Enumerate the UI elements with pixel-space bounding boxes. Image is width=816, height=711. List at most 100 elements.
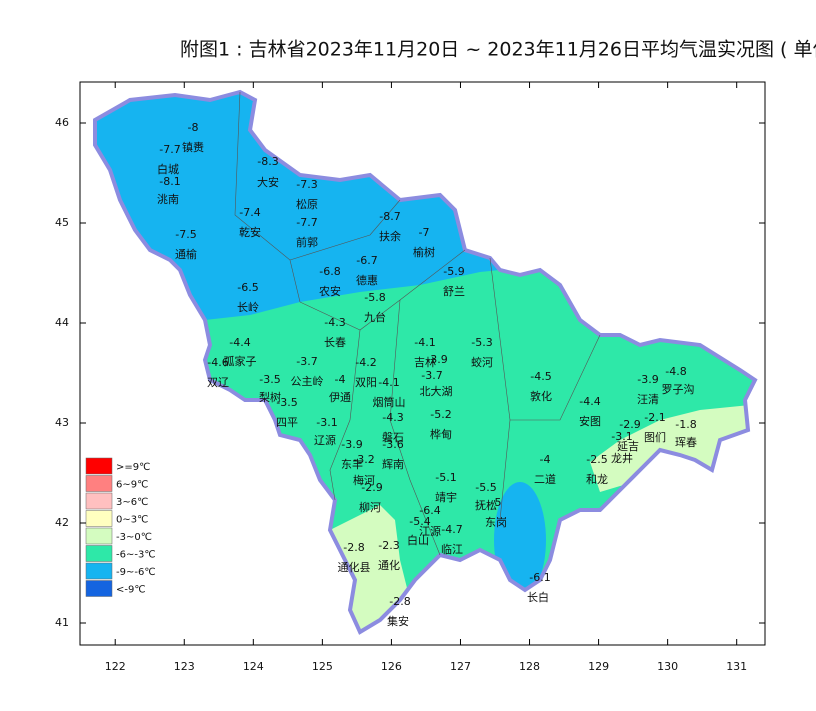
station-value: -4 bbox=[335, 373, 346, 386]
station-value: -3.1 bbox=[611, 430, 632, 443]
station-value: -4.2 bbox=[355, 356, 376, 369]
station-name: 延吉 bbox=[617, 440, 639, 453]
zone-cold bbox=[494, 482, 546, 598]
station-value: -8 bbox=[188, 121, 199, 134]
y-tick-label: 46 bbox=[55, 116, 69, 129]
station-name: 临江 bbox=[441, 542, 463, 556]
station-name: 通化县 bbox=[338, 560, 371, 574]
station-name: 公主岭 bbox=[291, 374, 324, 388]
station-value: -4.6 bbox=[207, 356, 228, 369]
station-value: -5.1 bbox=[435, 471, 456, 484]
station-name: 双辽 bbox=[207, 376, 229, 389]
station-name: 梨树 bbox=[259, 390, 281, 404]
station-value: -4.4 bbox=[229, 336, 250, 349]
station-value: -6.4 bbox=[419, 504, 440, 517]
station-name: 农安 bbox=[319, 284, 341, 298]
station-value: -5.8 bbox=[364, 291, 385, 304]
station-value: -3.9 bbox=[426, 353, 447, 366]
station-value: -7 bbox=[419, 226, 430, 239]
x-tick-label: 124 bbox=[243, 660, 264, 673]
x-tick-label: 127 bbox=[450, 660, 471, 673]
station-name: 东岗 bbox=[485, 516, 507, 529]
station-value: -4.3 bbox=[382, 411, 403, 424]
station-value: -2.3 bbox=[378, 539, 399, 552]
station-value: -2.8 bbox=[389, 595, 410, 608]
station-name: 磐石 bbox=[382, 430, 404, 444]
station-name: 通榆 bbox=[175, 247, 197, 261]
station-value: -3.5 bbox=[259, 373, 280, 386]
station-value: -3.1 bbox=[316, 416, 337, 429]
station-value: -3.7 bbox=[421, 369, 442, 382]
station-value: -7.7 bbox=[296, 216, 317, 229]
legend-swatch bbox=[85, 492, 113, 510]
station-name: 伊通 bbox=[329, 391, 351, 404]
station-value: -4.5 bbox=[530, 370, 551, 383]
county-border bbox=[510, 334, 601, 421]
map-title: 附图1 : 吉林省2023年11月20日 ~ 2023年11月26日平均气温实况… bbox=[180, 39, 816, 61]
station-value: -4.4 bbox=[579, 395, 600, 408]
station-value: -3.5 bbox=[276, 396, 297, 409]
station-name: 抚松 bbox=[475, 498, 497, 512]
x-tick-label: 123 bbox=[174, 660, 195, 673]
legend-swatch bbox=[85, 545, 113, 562]
station-name: 白城 bbox=[157, 162, 179, 176]
station-value: -6.7 bbox=[356, 254, 377, 267]
station-name: 前郭 bbox=[296, 235, 318, 249]
y-tick-label: 41 bbox=[55, 616, 69, 629]
y-tick-label: 45 bbox=[55, 216, 69, 229]
county-border bbox=[389, 299, 441, 556]
station-value: -6.8 bbox=[319, 265, 340, 278]
station-name: 辉南 bbox=[382, 458, 404, 471]
station-name: 长春 bbox=[324, 336, 346, 349]
station-value: -5.9 bbox=[443, 265, 464, 278]
station-value: -3.2 bbox=[353, 453, 374, 466]
station-value: -5.3 bbox=[471, 336, 492, 349]
county-border bbox=[329, 329, 361, 501]
station-value: -5.4 bbox=[409, 515, 430, 528]
station-value: -6.1 bbox=[529, 571, 550, 584]
y-tick-label: 43 bbox=[55, 416, 69, 429]
station-value: -7.3 bbox=[296, 178, 317, 191]
station-value: -4 bbox=[540, 453, 551, 466]
station-value: -4.8 bbox=[665, 365, 686, 378]
x-tick-label: 128 bbox=[519, 660, 540, 673]
station-value: -3.9 bbox=[637, 373, 658, 386]
legend: >=9℃ 6~9℃ 3~6℃ 0~3℃ -3~0℃ -6~-3℃ -9~-6℃ <-9℃ bbox=[85, 457, 156, 597]
station-name: 双阳 bbox=[355, 376, 377, 389]
county-border bbox=[234, 91, 301, 303]
station-name: 罗子沟 bbox=[662, 383, 695, 396]
station-value: -4.1 bbox=[378, 376, 399, 389]
legend-label: 0~3℃ bbox=[116, 515, 148, 526]
station-value: -2.8 bbox=[343, 541, 364, 554]
station-name: 东丰 bbox=[341, 458, 363, 471]
station-value: -2.5 bbox=[586, 453, 607, 466]
legend-label: -9~-6℃ bbox=[116, 567, 156, 578]
station-name: 白山 bbox=[407, 533, 429, 547]
station-name: 北大湖 bbox=[420, 384, 453, 398]
station-name: 靖宇 bbox=[435, 491, 457, 504]
station-value: -3.9 bbox=[341, 438, 362, 451]
station-name: 扶余 bbox=[379, 229, 401, 243]
station-value: -4.7 bbox=[441, 523, 462, 536]
legend-label: -6~-3℃ bbox=[116, 550, 156, 561]
county-borders bbox=[234, 91, 601, 556]
station-name: 四平 bbox=[276, 416, 298, 429]
legend-swatch bbox=[85, 457, 113, 475]
x-tick-label: 129 bbox=[588, 660, 609, 673]
station-name: 舒兰 bbox=[443, 284, 465, 298]
x-tick-label: 130 bbox=[657, 660, 678, 673]
legend-swatch bbox=[85, 580, 113, 597]
station-name: 汪清 bbox=[637, 393, 659, 406]
station-value: -5 bbox=[491, 496, 502, 509]
y-tick-label: 42 bbox=[55, 516, 69, 529]
x-tick-label: 131 bbox=[726, 660, 747, 673]
station-name: 九台 bbox=[364, 310, 386, 324]
station-name: 柳河 bbox=[359, 500, 381, 514]
station-name: 蛟河 bbox=[471, 355, 493, 369]
station-name: 乾安 bbox=[239, 225, 261, 239]
station-name: 梅河 bbox=[353, 473, 375, 487]
legend-label: <-9℃ bbox=[116, 585, 146, 596]
station-name: 松原 bbox=[296, 197, 318, 211]
station-name: 长岭 bbox=[237, 300, 259, 314]
